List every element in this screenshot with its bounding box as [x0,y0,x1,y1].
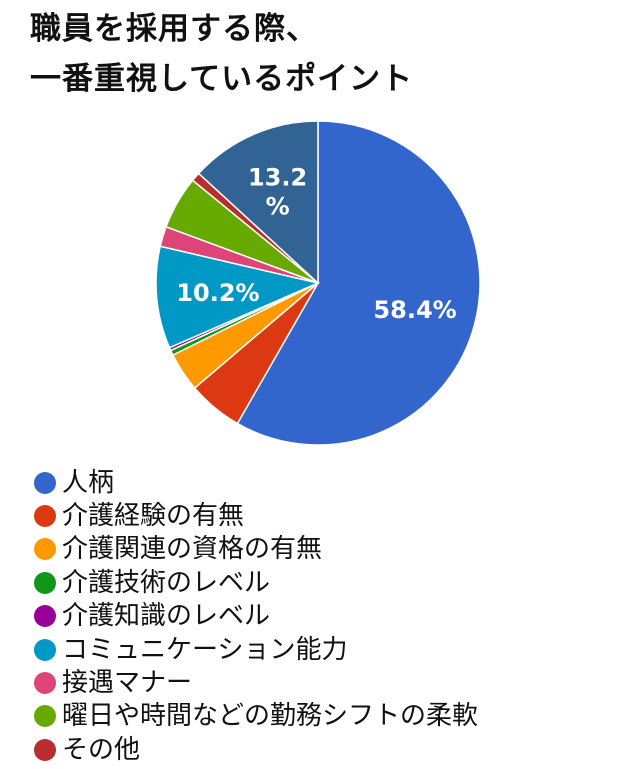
pie-slices [155,120,481,446]
legend: 人柄 介護経験の有無 介護関連の資格の有無 介護技術のレベル 介護知識のレベル コミュニケ… [34,466,478,767]
chart-title: 職員を採用する際、 一番重視しているポイント [30,4,413,104]
legend-swatch [34,738,56,761]
legend-label: コミュニケーション能力 [62,634,348,665]
legend-item: 介護関連の資格の有無 [34,533,478,566]
legend-item: コミュニケーション能力 [34,633,478,666]
legend-swatch [34,471,56,494]
legend-item: 介護経験の有無 [34,499,478,532]
pie-slice [155,245,321,349]
legend-label: 介護関連の資格の有無 [62,534,323,565]
pie-chart: 58.4% 10.2% 13.2% [155,120,481,446]
legend-swatch [34,538,56,561]
legend-swatch [34,505,56,528]
data-label: 10.2% [176,279,259,307]
legend-label: 曜日や時間などの勤務シフトの柔軟 [62,701,479,732]
legend-label: 人柄 [62,467,115,498]
legend-label: 介護技術のレベル [62,567,271,598]
legend-item: 介護知識のレベル [34,600,478,633]
chart-title-line-1: 職員を採用する際、 [30,11,318,47]
legend-item: その他 [34,733,478,766]
legend-item: 介護技術のレベル [34,566,478,599]
legend-item: 人柄 [34,466,478,499]
pie-data-labels: 58.4% 10.2% 13.2% [176,164,456,324]
legend-item: 曜日や時間などの勤務シフトの柔軟 [34,700,478,733]
pie-slice [197,120,319,285]
pie-slice [236,120,481,446]
legend-swatch [34,672,56,695]
legend-label: 接遇マナー [62,668,193,699]
data-label: 58.4% [373,296,456,324]
legend-swatch [34,571,56,594]
data-label: 13.2% [248,164,307,221]
legend-label: その他 [62,734,141,765]
legend-swatch [34,638,56,661]
legend-label: 介護知識のレベル [62,601,271,632]
legend-swatch [34,705,56,728]
legend-label: 介護経験の有無 [62,501,245,532]
legend-swatch [34,605,56,628]
chart-title-line-2: 一番重視しているポイント [30,61,414,97]
legend-item: 接遇マナー [34,666,478,699]
